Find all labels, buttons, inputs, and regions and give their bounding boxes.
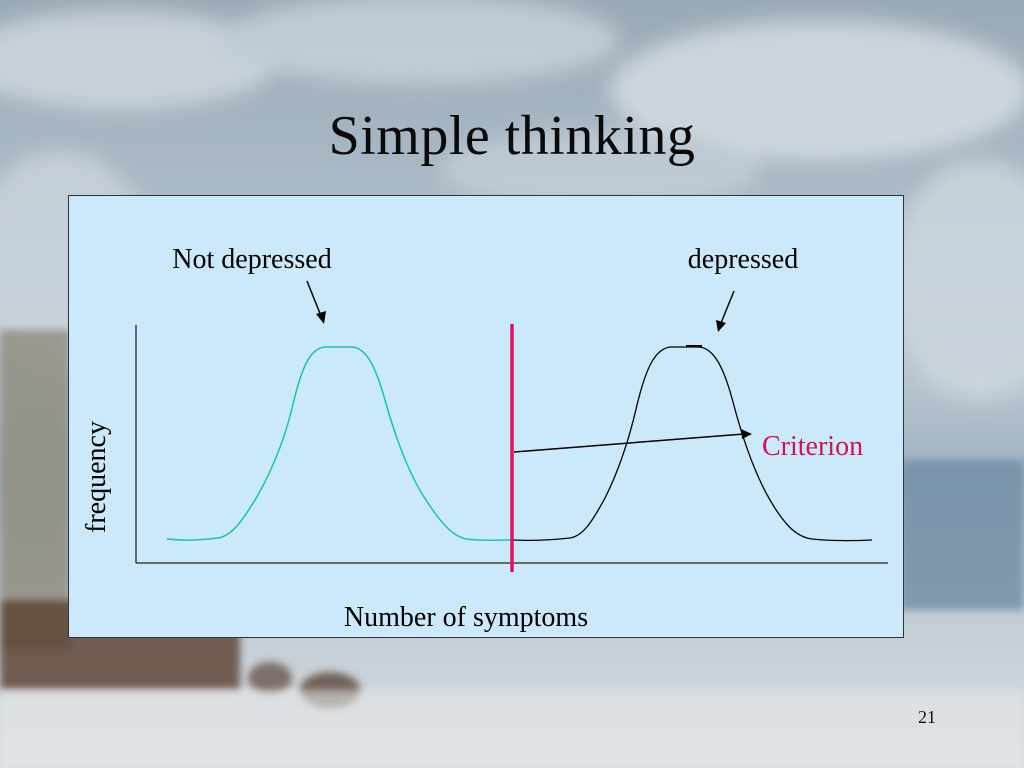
page-number: 21 <box>918 707 936 727</box>
slide-title: Simple thinking <box>328 105 696 167</box>
diagram-panel <box>68 195 904 638</box>
depressed-arrow <box>720 290 735 324</box>
criterion-arrow <box>513 433 745 453</box>
not-depressed-arrow <box>306 280 322 317</box>
criterion-label: Criterion <box>762 431 863 462</box>
not-depressed-curve <box>166 346 514 541</box>
x-axis-label: Number of symptoms <box>344 602 588 633</box>
criterion-arrowhead <box>741 429 752 439</box>
y-axis-label: frequency <box>81 421 112 533</box>
not-depressed-label: Not depressed <box>172 244 331 275</box>
depressed-label: depressed <box>688 244 798 275</box>
not-depressed-arrowhead <box>316 311 326 324</box>
depressed-arrowhead <box>716 320 726 332</box>
